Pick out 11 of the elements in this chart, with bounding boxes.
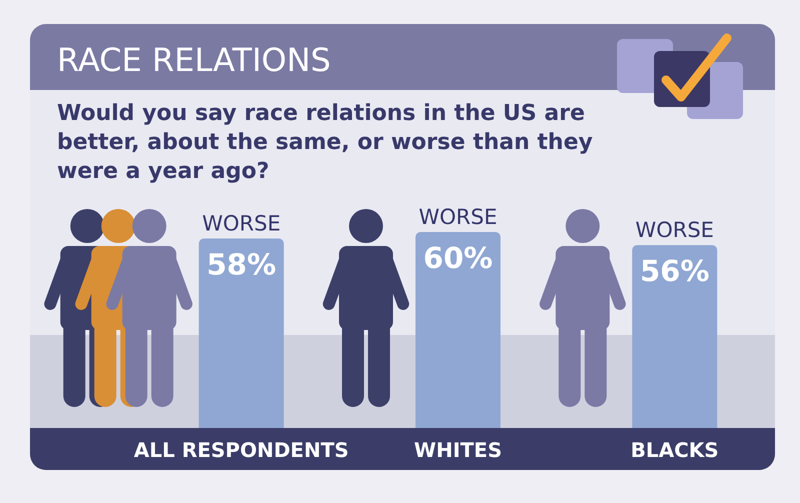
chart-subtitle: Would you say race relations in the US are better, about the same, or worse than they were a year ago? <box>57 100 594 186</box>
text: WORSE <box>202 212 281 236</box>
text: WORSE <box>635 218 714 242</box>
data-label: 56% <box>640 254 710 288</box>
x-tick-label: WHITES <box>414 438 502 462</box>
series-label: WORSE <box>418 205 498 229</box>
data-label: 60% <box>423 241 493 275</box>
x-tick-label: ALL RESPONDENTS <box>134 438 349 462</box>
chart-title: RACE RELATIONS <box>57 41 331 79</box>
data-label: 58% <box>206 248 276 282</box>
x-tick-label: BLACKS <box>630 438 719 462</box>
